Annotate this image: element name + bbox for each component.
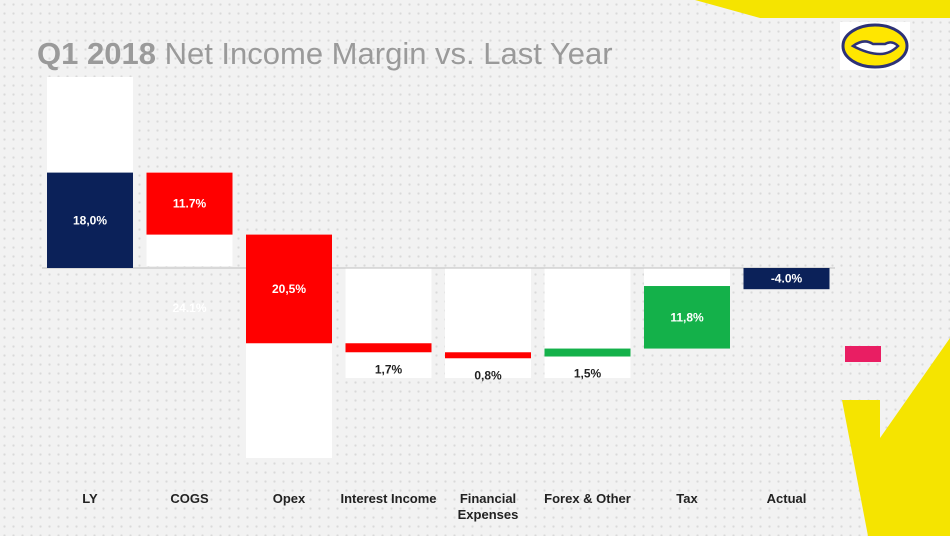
- mercadolibre-handshake-logo: [840, 22, 910, 70]
- bar-panel: [644, 268, 730, 290]
- data-label: 1,7%: [375, 362, 403, 376]
- category-label: Opex: [273, 491, 306, 506]
- title-rest: Net Income Margin vs. Last Year: [164, 36, 613, 71]
- category-label: Forex & Other: [544, 491, 631, 506]
- category-label: Tax: [676, 491, 698, 506]
- data-label: -4.0%: [771, 272, 803, 286]
- bar-panel: [544, 268, 631, 378]
- bar-7: [743, 268, 830, 290]
- bar-1: [146, 172, 233, 235]
- bar-6: [644, 286, 730, 349]
- data-label: 0,8%: [474, 368, 502, 382]
- page-title: Q1 2018 Net Income Margin vs. Last Year: [37, 36, 613, 72]
- data-label: 11.7%: [173, 197, 207, 211]
- data-label: 1,5%: [574, 367, 602, 381]
- category-label: LY: [82, 491, 98, 506]
- data-label: 20,5%: [272, 282, 306, 296]
- hidden-data-label: 24.1%: [172, 301, 206, 315]
- category-label: Financial Expenses: [458, 491, 519, 522]
- bar-panel: [445, 268, 531, 378]
- category-label: Interest Income: [340, 491, 436, 506]
- category-label: Actual: [767, 491, 807, 506]
- category-label: COGS: [170, 491, 209, 506]
- bar-panel: [345, 268, 432, 378]
- bar-5: [544, 348, 631, 357]
- data-label: 18,0%: [73, 213, 107, 227]
- pink-accent-bar: [845, 346, 881, 362]
- bar-2: [246, 234, 332, 344]
- bar-3: [345, 343, 432, 353]
- bar-4: [445, 352, 531, 359]
- title-bold: Q1 2018: [37, 36, 156, 71]
- bar-0: [47, 172, 133, 268]
- data-label: 11,8%: [670, 310, 704, 324]
